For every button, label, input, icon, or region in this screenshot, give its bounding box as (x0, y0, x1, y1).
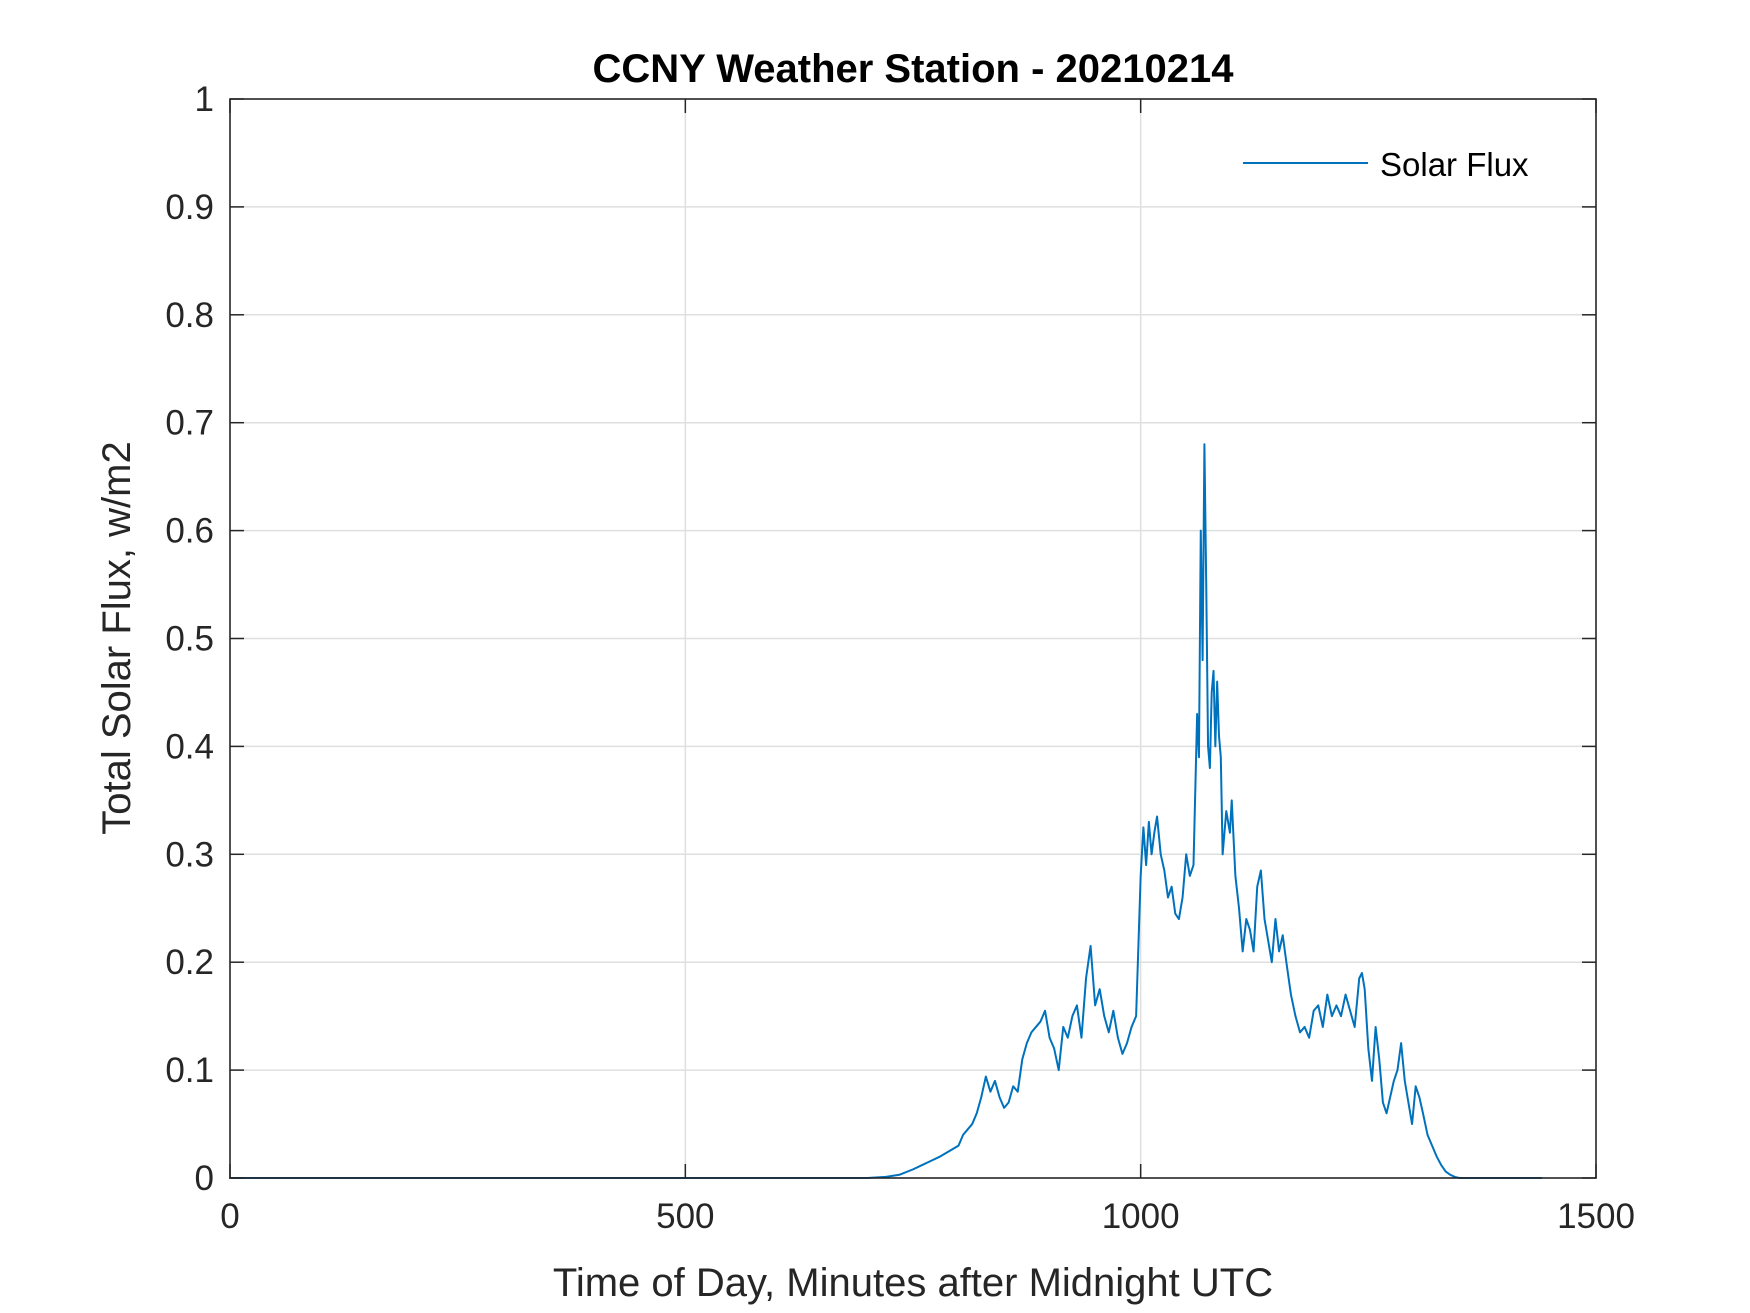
y-axis-label: Total Solar Flux, w/m2 (95, 441, 139, 834)
y-tick-label: 0.9 (165, 188, 214, 227)
legend-label-solar-flux: Solar Flux (1380, 146, 1529, 183)
y-tick-label: 0 (195, 1159, 214, 1198)
series-layer (229, 443, 1543, 1179)
chart-title: CCNY Weather Station - 20210214 (593, 47, 1235, 91)
legend: Solar Flux (1243, 146, 1529, 183)
y-tick-label: 0.4 (165, 727, 214, 766)
grid-lines (230, 99, 1596, 1178)
y-tick-label: 0.1 (165, 1051, 214, 1090)
x-axis-label: Time of Day, Minutes after Midnight UTC (553, 1261, 1273, 1305)
y-tick-label: 0.2 (165, 943, 214, 982)
x-tick-label: 1500 (1557, 1197, 1635, 1236)
x-tick-labels: 0 500 1000 1500 (220, 1197, 1635, 1236)
y-tick-labels: 0 0.1 0.2 0.3 0.4 0.5 0.6 0.7 0.8 0.9 1 (165, 80, 214, 1198)
x-tick-label: 1000 (1102, 1197, 1180, 1236)
y-tick-label: 0.5 (165, 620, 214, 659)
x-tick-label: 500 (656, 1197, 714, 1236)
x-tick-label: 0 (220, 1197, 239, 1236)
series-line-solar-flux (229, 443, 1543, 1179)
y-tick-label: 1 (195, 80, 214, 119)
y-tick-label: 0.8 (165, 296, 214, 335)
y-tick-label: 0.6 (165, 512, 214, 551)
y-tick-label: 0.3 (165, 835, 214, 874)
y-tick-label: 0.7 (165, 404, 214, 443)
tick-marks (229, 98, 1597, 1179)
